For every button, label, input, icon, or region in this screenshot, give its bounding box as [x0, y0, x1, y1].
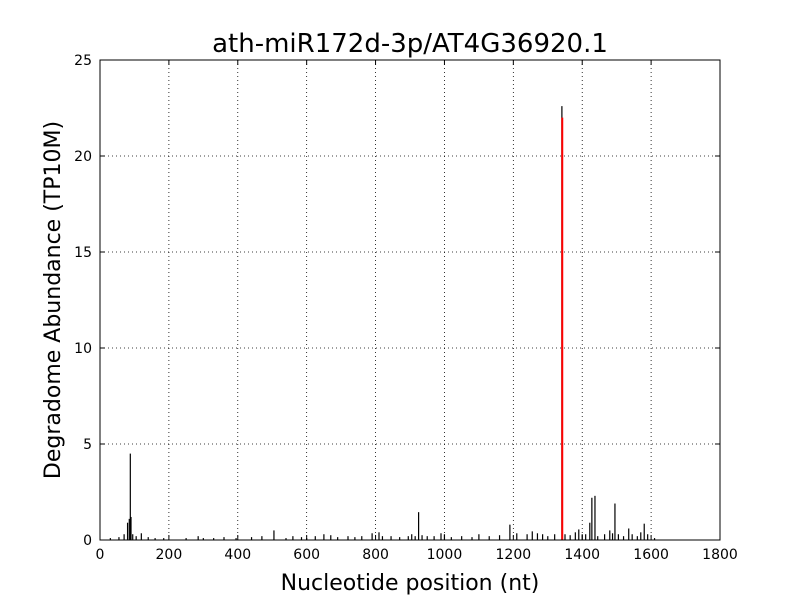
plot-marks — [109, 106, 656, 540]
x-tick-label: 1800 — [702, 547, 738, 563]
x-tick-label: 800 — [362, 547, 389, 563]
y-tick-label: 0 — [83, 533, 92, 549]
y-axis-label: Degradome Abundance (TP10M) — [41, 121, 66, 479]
x-tick-label: 1400 — [564, 547, 600, 563]
grid-lines — [100, 60, 720, 540]
x-tick-label: 1000 — [427, 547, 463, 563]
x-axis-label: Nucleotide position (nt) — [281, 571, 540, 596]
series-0 — [109, 106, 656, 540]
x-tick-label: 0 — [96, 547, 105, 563]
y-tick-label: 5 — [83, 437, 92, 453]
x-tick-label: 200 — [156, 547, 183, 563]
y-tick-label: 20 — [74, 149, 92, 165]
x-tick-label: 1600 — [633, 547, 669, 563]
x-tick-label: 1200 — [496, 547, 532, 563]
y-tick-label: 10 — [74, 341, 92, 357]
y-tick-label: 15 — [74, 245, 92, 261]
x-tick-label: 400 — [224, 547, 251, 563]
axis-ticks: 0 200 400 600 800 1000 1200 1400 1600 1800 0 5 10 15 2… — [74, 53, 738, 563]
plot-frame — [99, 59, 721, 541]
y-tick-label: 25 — [74, 53, 92, 69]
x-tick-label: 600 — [293, 547, 320, 563]
chart-title: ath-miR172d-3p/AT4G36920.1 — [212, 29, 608, 59]
